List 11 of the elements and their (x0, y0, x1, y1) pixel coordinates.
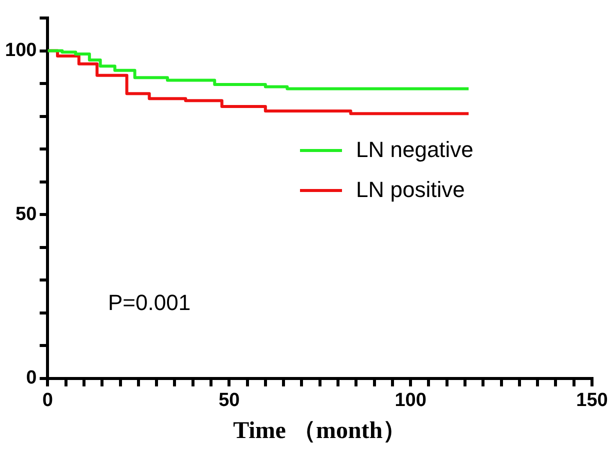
y-tick-label: 100 (5, 40, 37, 61)
x-tick-label: 100 (394, 390, 426, 412)
y-tick-label: 0 (26, 368, 37, 389)
x-axis-title: Time （month） (233, 418, 407, 444)
x-tick-label: 150 (576, 390, 608, 412)
x-tick-label: 50 (218, 390, 240, 412)
legend-label: LN negative (356, 137, 474, 163)
y-tick-label: 50 (16, 204, 37, 225)
x-tick-label: 0 (42, 390, 53, 412)
legend-label: LN positive (356, 177, 465, 203)
annotation: P=0.001 (108, 290, 191, 316)
